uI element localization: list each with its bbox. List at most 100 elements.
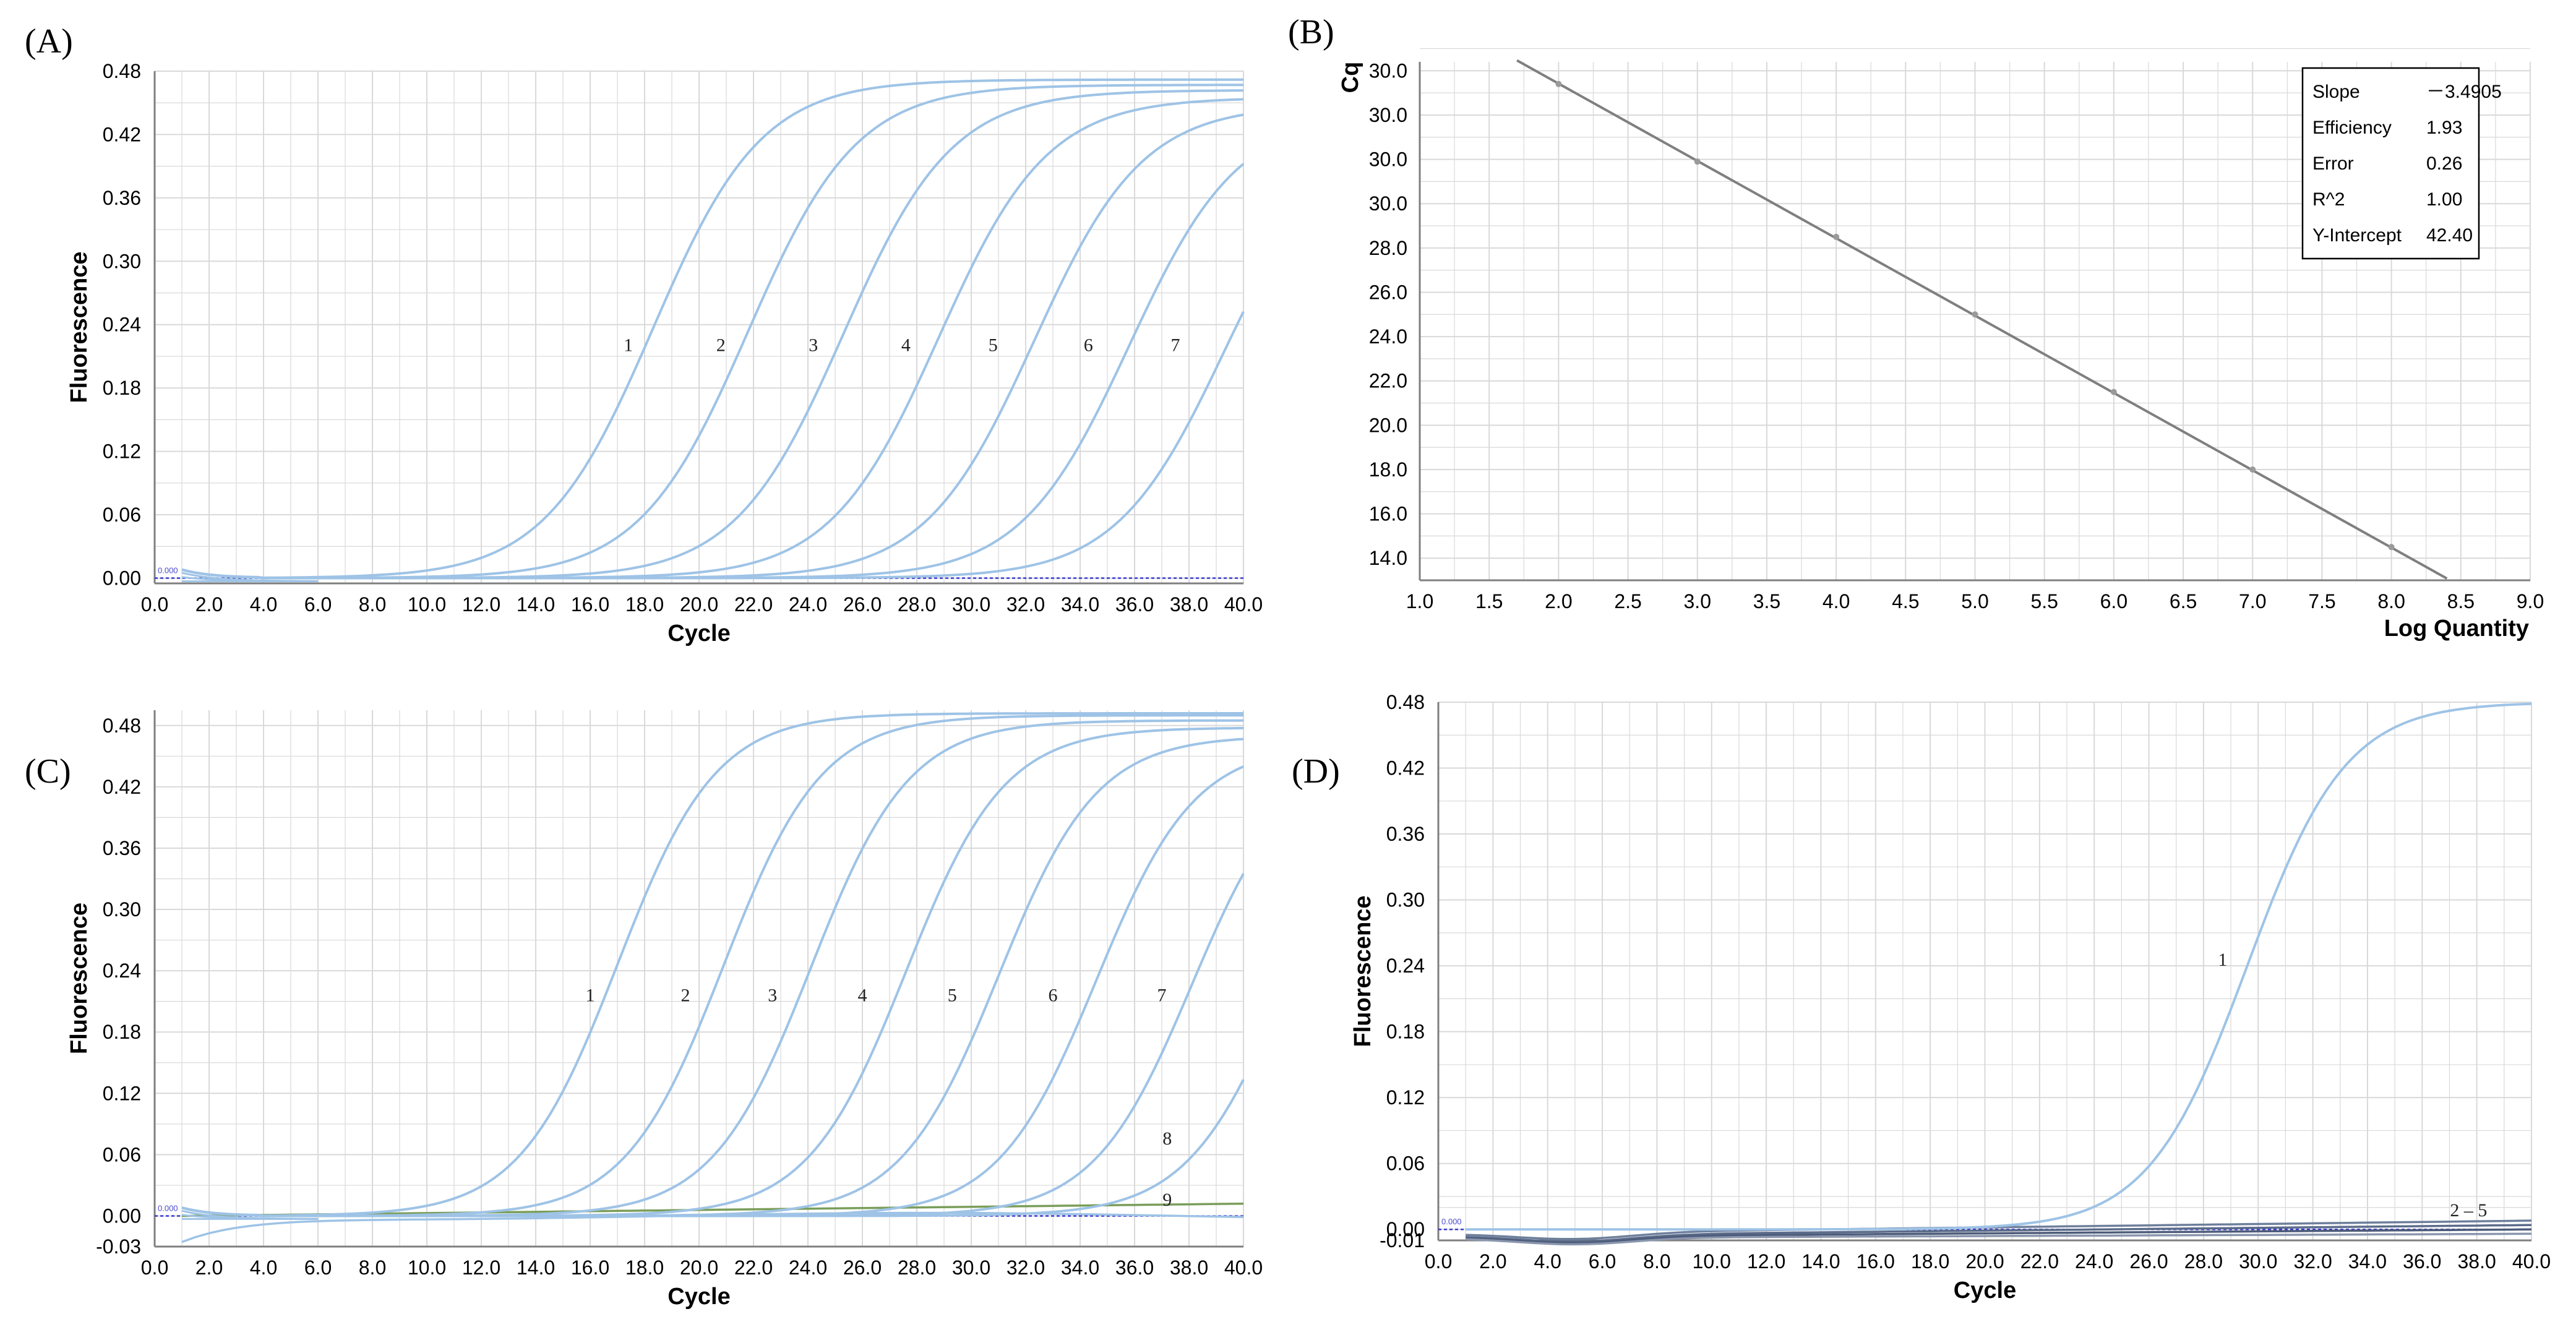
x-tick-label: 5.5 [2030, 590, 2058, 612]
amplification-curve [181, 78, 1243, 579]
curve-label: 3 [768, 986, 777, 1006]
x-tick-label: 20.0 [680, 1256, 718, 1279]
y-tick-label: 20.0 [1369, 414, 1407, 436]
curve-label: 2 – 5 [2450, 1200, 2487, 1221]
x-tick-label: 2.0 [195, 1256, 223, 1279]
panel-letter: (B) [1288, 13, 1334, 51]
x-tick-label: 16.0 [571, 593, 609, 616]
curve-label: 3 [809, 335, 818, 355]
x-axis-title: Log Quantity [2384, 616, 2529, 642]
curve-label: 5 [989, 335, 998, 355]
x-tick-label: 4.0 [1823, 590, 1850, 612]
data-point [1694, 158, 1701, 165]
x-tick-label: 8.0 [359, 593, 386, 616]
x-tick-label: 22.0 [2020, 1250, 2059, 1273]
y-axis-title: Fluorescence [1350, 896, 1376, 1047]
amplification-curve [181, 714, 1243, 1217]
y-tick-label: 22.0 [1369, 370, 1407, 392]
panel-letter: (A) [25, 22, 73, 61]
x-tick-label: 8.0 [359, 1256, 386, 1279]
y-tick-label: 0.36 [1386, 823, 1425, 845]
x-tick-label: 32.0 [2293, 1250, 2332, 1273]
amplification-curve [181, 311, 1245, 580]
y-tick-label: 0.24 [103, 960, 141, 982]
y-tick-label: 24.0 [1369, 325, 1407, 348]
y-tick-label: -0.01 [1380, 1229, 1425, 1252]
stats-key: Slope [2312, 82, 2360, 102]
x-tick-label: 26.0 [843, 1256, 882, 1279]
stats-value: 42.40 [2426, 225, 2473, 246]
x-tick-label: 10.0 [408, 1256, 446, 1279]
x-tick-label: 14.0 [517, 593, 555, 616]
y-axis-title: Fluorescence [66, 252, 92, 403]
y-tick-label: 0.48 [103, 715, 141, 737]
x-tick-label: 30.0 [952, 1256, 990, 1279]
curve-label: 1 [624, 335, 633, 355]
x-tick-label: 6.0 [304, 593, 332, 616]
amplification-curve [181, 726, 1244, 1217]
panel-d: (D) 0.0 2.0 4.0 6.0 8.0 10.0 12.0 14.0 16.0 18.0 20… [1292, 691, 2551, 1303]
x-tick-label: 28.0 [898, 1256, 936, 1279]
x-tick-label: 34.0 [1061, 1256, 1099, 1279]
x-tick-label: 12.0 [462, 593, 500, 616]
x-tick-label: 30.0 [952, 593, 990, 616]
amplification-curve [181, 719, 1244, 1217]
x-tick-label: 38.0 [2458, 1250, 2496, 1273]
x-tick-label: 1.5 [1475, 590, 1503, 612]
x-tick-label: 40.0 [2512, 1250, 2551, 1273]
x-tick-label: 9.0 [2517, 590, 2544, 612]
x-tick-label: 20.0 [1965, 1250, 2004, 1273]
y-tick-label: 0.30 [103, 250, 141, 272]
x-tick-label: 4.0 [250, 1256, 277, 1279]
stats-value: 1.93 [2426, 118, 2462, 138]
y-tick-label: 0.06 [103, 1143, 141, 1166]
curve-label: 5 [948, 986, 957, 1006]
y-tick-label: 0.48 [103, 60, 141, 82]
curve-label: 1 [586, 986, 595, 1006]
x-tick-label: 8.0 [2377, 590, 2405, 612]
x-tick-label: 14.0 [517, 1256, 555, 1279]
x-tick-label: 6.0 [304, 1256, 332, 1279]
y-tick-label: 0.06 [1386, 1153, 1425, 1175]
x-tick-label: 38.0 [1170, 593, 1208, 616]
y-tick-label: 0.24 [1386, 955, 1425, 977]
curve-label: 2 [716, 335, 726, 355]
x-tick-label: 8.5 [2447, 590, 2475, 612]
curve-label: 6 [1084, 335, 1093, 355]
amplification-curve [181, 737, 1244, 1217]
x-tick-label: 8.0 [1643, 1250, 1670, 1273]
x-tick-label: 0.0 [141, 593, 168, 616]
x-tick-label: 36.0 [2403, 1250, 2441, 1273]
x-tick-label: 22.0 [734, 593, 773, 616]
x-tick-label: 16.0 [1857, 1250, 1895, 1273]
stats-key: R^2 [2312, 189, 2345, 210]
x-tick-label: 30.0 [2239, 1250, 2277, 1273]
stats-box [2301, 67, 2480, 260]
flat-series-line [1466, 1232, 2532, 1246]
y-axis-title: Fluorescence [66, 903, 92, 1054]
x-tick-label: 1.0 [1406, 590, 1433, 612]
x-tick-label: 38.0 [1170, 1256, 1208, 1279]
y-tick-label: 0.06 [103, 504, 141, 526]
x-tick-label: 24.0 [789, 593, 827, 616]
x-tick-label: 18.0 [625, 593, 664, 616]
y-tick-label: 0.12 [103, 440, 141, 463]
curve-label: 9 [1162, 1190, 1172, 1210]
x-tick-label: 16.0 [571, 1256, 609, 1279]
x-axis-title: Cycle [1954, 1278, 2016, 1303]
x-tick-label: 3.5 [1753, 590, 1780, 612]
y-tick-label: 0.42 [1386, 757, 1425, 779]
y-tick-label: 0.42 [103, 123, 141, 145]
y-tick-label: 30.0 [1369, 59, 1407, 82]
x-tick-label: 10.0 [408, 593, 446, 616]
x-tick-label: 12.0 [1747, 1250, 1785, 1273]
stats-key: Error [2312, 153, 2354, 174]
curve-label: 1 [2218, 950, 2227, 970]
data-point [2249, 466, 2256, 473]
x-tick-label: 40.0 [1224, 593, 1263, 616]
x-tick-label: 36.0 [1115, 1256, 1154, 1279]
x-tick-label: 26.0 [843, 593, 882, 616]
x-tick-label: 32.0 [1007, 1256, 1045, 1279]
y-tick-label: 0.36 [103, 837, 141, 859]
